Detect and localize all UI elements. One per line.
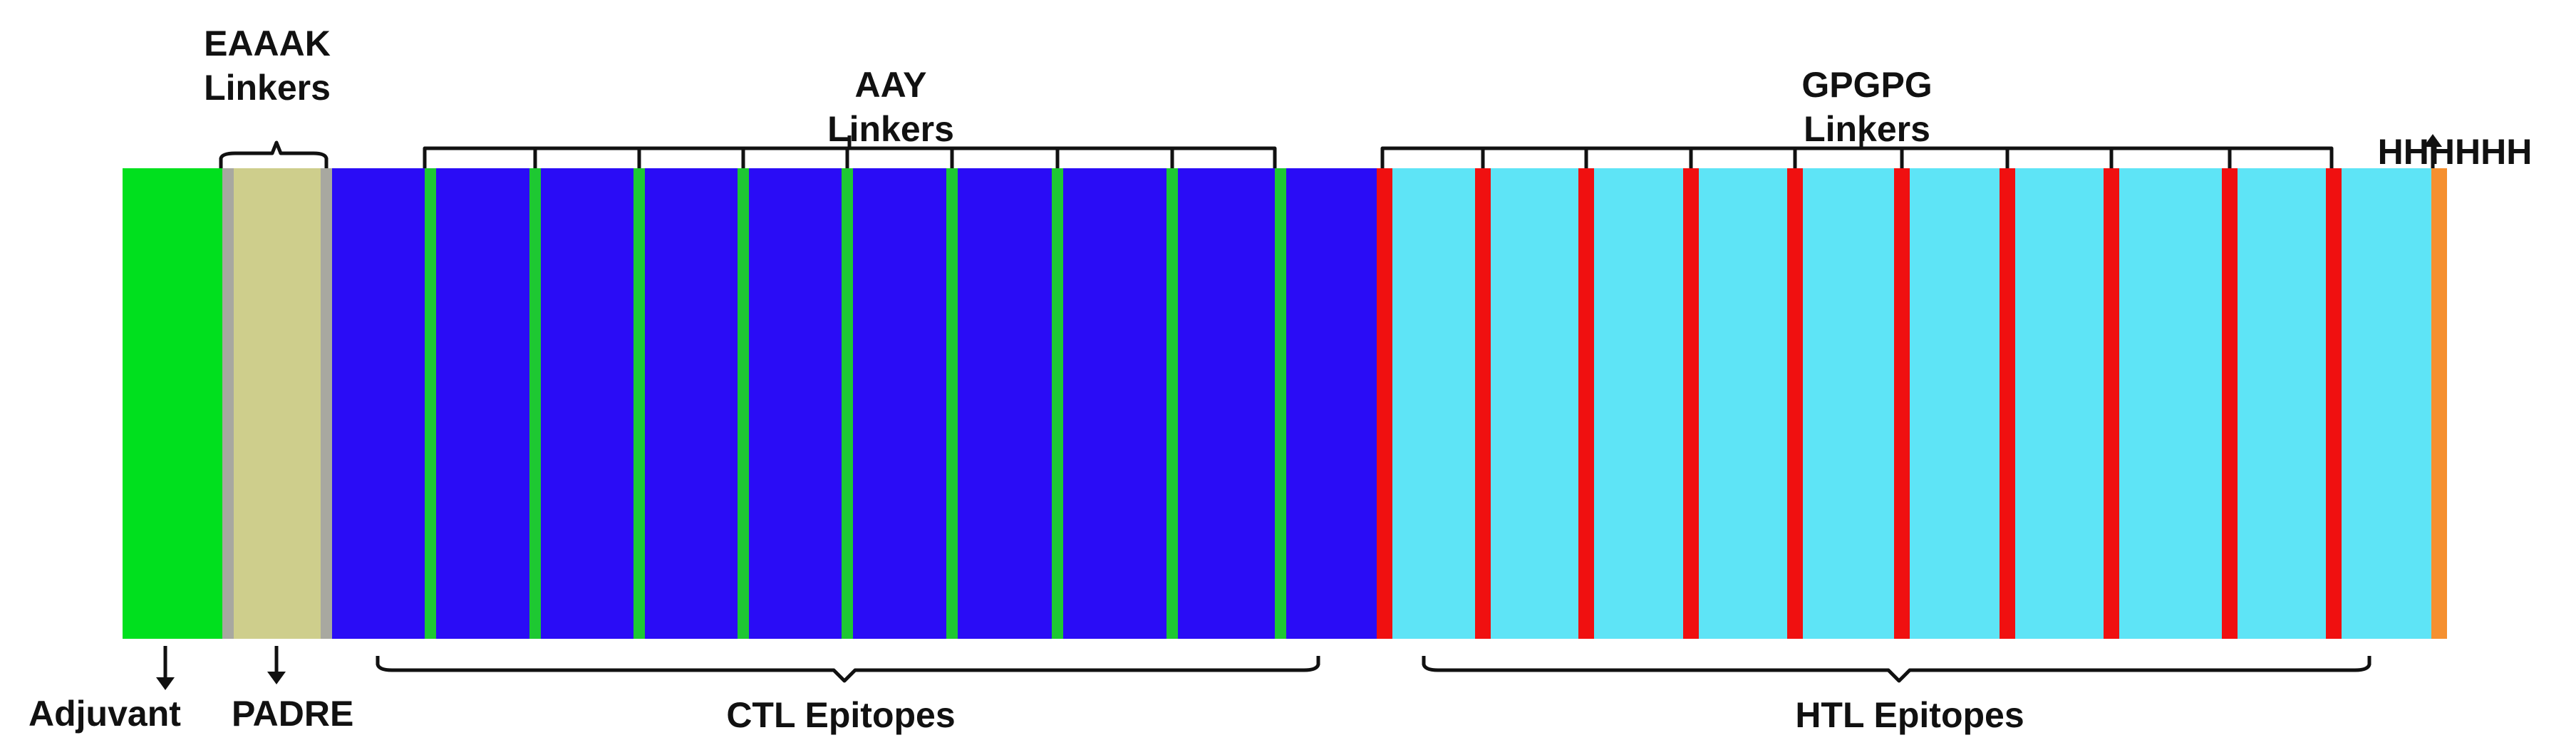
padre-segment bbox=[234, 168, 321, 639]
his-tag-arrow-head bbox=[2424, 134, 2442, 147]
gpgpg-linker-10 bbox=[2326, 168, 2342, 639]
gpgpg-linker-8 bbox=[2104, 168, 2119, 639]
htl-bracket bbox=[1422, 656, 2371, 683]
aay-linker-8 bbox=[1167, 168, 1178, 639]
gpgpg-label-line2: Linkers bbox=[1804, 109, 1930, 149]
padre-arrow-head bbox=[267, 672, 286, 684]
aay-linker-5 bbox=[842, 168, 853, 639]
gpgpg-linker-9 bbox=[2222, 168, 2238, 639]
adjuvant-segment bbox=[123, 168, 222, 639]
aay-linker-3 bbox=[633, 168, 645, 639]
gpgpg-label-line1: GPGPG bbox=[1801, 65, 1933, 105]
aay-bracket bbox=[423, 146, 1277, 168]
aay-linker-1 bbox=[425, 168, 436, 639]
gpgpg-bracket bbox=[1380, 146, 2334, 168]
aay-linker-6 bbox=[946, 168, 958, 639]
htl-epitopes-label: HTL Epitopes bbox=[1795, 695, 2024, 735]
eaaak-bracket bbox=[219, 140, 329, 168]
gpgpg-linkers-label: GPGPG Linkers bbox=[1753, 63, 1981, 151]
adjuvant-arrow-head bbox=[156, 677, 175, 690]
eaaak-label-line1: EAAAK bbox=[204, 24, 331, 63]
aay-linker-7 bbox=[1052, 168, 1063, 639]
eaaak-linker-1 bbox=[222, 168, 234, 639]
ctl-bracket bbox=[376, 656, 1320, 683]
gpgpg-linker-4 bbox=[1683, 168, 1699, 639]
eaaak-linker-2 bbox=[321, 168, 332, 639]
ctl-epitopes-label: CTL Epitopes bbox=[726, 695, 956, 735]
eaaak-linkers-label: EAAAK Linkers bbox=[178, 21, 356, 110]
aay-linker-2 bbox=[529, 168, 541, 639]
his-tag-segment bbox=[2431, 168, 2447, 639]
his-tag-label: HHHHHH bbox=[2377, 132, 2533, 172]
gpgpg-linker-7 bbox=[2000, 168, 2015, 639]
aay-label-line2: Linkers bbox=[827, 109, 954, 149]
eaaak-label-line2: Linkers bbox=[204, 68, 331, 108]
padre-label: PADRE bbox=[232, 694, 354, 734]
aay-linker-9 bbox=[1275, 168, 1286, 639]
gpgpg-linker-3 bbox=[1578, 168, 1594, 639]
gpgpg-linker-2 bbox=[1475, 168, 1491, 639]
aay-linkers-label: AAY Linkers bbox=[770, 63, 1012, 151]
aay-linker-4 bbox=[738, 168, 749, 639]
aay-label-line1: AAY bbox=[854, 65, 927, 105]
adjuvant-label: Adjuvant bbox=[29, 694, 181, 734]
ctl-epitope-region bbox=[332, 168, 1377, 639]
gpgpg-linker-6 bbox=[1894, 168, 1910, 639]
gpgpg-linker-1 bbox=[1377, 168, 1392, 639]
gpgpg-linker-5 bbox=[1787, 168, 1803, 639]
